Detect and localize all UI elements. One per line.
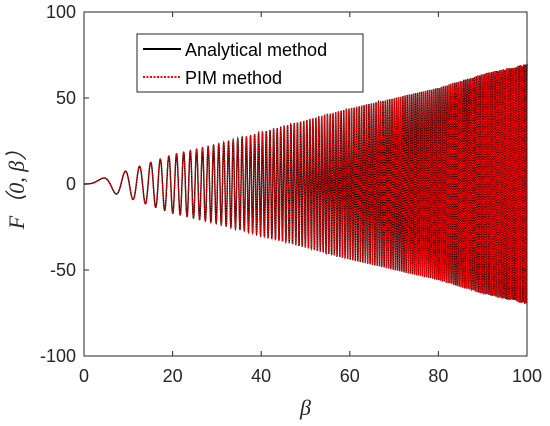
y-tick-label: 100 <box>46 2 76 22</box>
plot-marks <box>84 63 528 304</box>
legend-label: Analytical method <box>185 40 327 60</box>
x-tick-label: 100 <box>512 366 542 386</box>
y-tick-label: -100 <box>40 346 76 366</box>
y-axis-label: F（0, β） <box>4 139 29 230</box>
series-line <box>84 63 528 304</box>
x-tick-label: 80 <box>428 366 448 386</box>
legend-box <box>136 33 364 93</box>
y-tick-label: 50 <box>56 88 76 108</box>
x-tick-label: 20 <box>163 366 183 386</box>
legend: Analytical method PIM method <box>136 33 364 93</box>
legend-label: PIM method <box>185 68 282 88</box>
axis-ticks: 0 20 40 60 80 100 -100 -50 0 50 100 <box>40 2 542 386</box>
x-tick-label: 40 <box>251 366 271 386</box>
x-axis-label: β <box>299 395 311 420</box>
y-tick-label: -50 <box>50 260 76 280</box>
x-tick-label: 0 <box>79 366 89 386</box>
y-tick-label: 0 <box>66 174 76 194</box>
x-tick-label: 60 <box>340 366 360 386</box>
